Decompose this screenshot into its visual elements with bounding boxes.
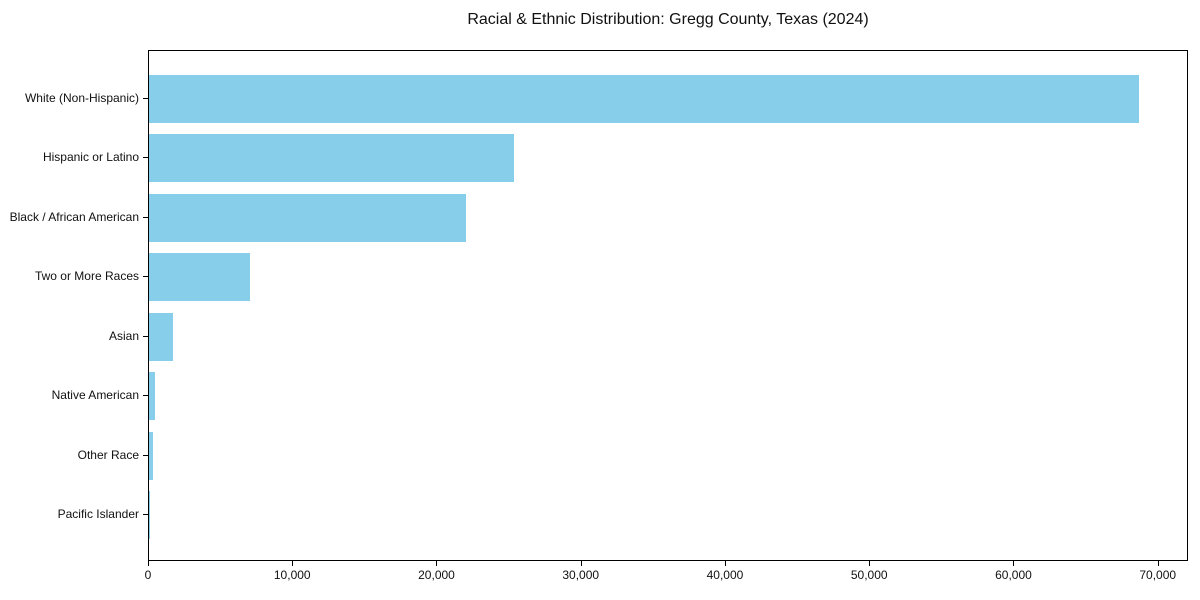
bar-native-american [149, 372, 156, 420]
y-tick-mark-black-african-american [143, 216, 148, 218]
bar-pacific-islander [149, 491, 150, 539]
bar-black-african-american [149, 193, 467, 242]
x-tick-mark-0 [148, 561, 149, 566]
x-tick-label-20-000: 20,000 [418, 568, 455, 582]
x-tick-label-70-000: 70,000 [1139, 568, 1177, 582]
y-tick-label-pacific-islander: Pacific Islander [57, 507, 139, 521]
x-tick-mark-10-000 [292, 561, 294, 566]
x-tick-mark-30-000 [580, 561, 582, 566]
y-tick-label-black-african-american: Black / African American [9, 209, 139, 224]
y-tick-label-native-american: Native American [51, 388, 139, 402]
y-tick-label-two-or-more-races: Two or More Races [34, 269, 139, 283]
x-tick-mark-40-000 [724, 561, 726, 566]
chart-title: Racial & Ethnic Distribution: Gregg Coun… [467, 11, 869, 28]
y-tick-label-hispanic-or-latino: Hispanic or Latino [42, 150, 139, 164]
x-tick-label-30-000: 30,000 [562, 568, 600, 582]
x-tick-mark-60-000 [1013, 561, 1015, 566]
x-tick-label-60-000: 60,000 [995, 568, 1032, 582]
x-tick-mark-70-000 [1157, 561, 1159, 566]
plot-area [148, 50, 1188, 561]
y-tick-label-asian: Asian [108, 328, 139, 343]
y-tick-mark-asian [143, 335, 148, 337]
x-tick-label-10-000: 10,000 [273, 568, 311, 582]
bar-asian [149, 312, 173, 361]
y-tick-mark-native-american [143, 395, 148, 396]
bar-white-non-hispanic [149, 74, 1139, 123]
x-tick-mark-20-000 [436, 561, 438, 566]
y-tick-mark-other-race [143, 454, 148, 456]
y-tick-mark-pacific-islander [143, 514, 148, 515]
bar-other-race [149, 431, 153, 480]
y-tick-mark-white-non-hispanic [143, 97, 148, 99]
y-tick-label-other-race: Other Race [77, 447, 139, 462]
x-tick-label-40-000: 40,000 [706, 568, 744, 582]
y-tick-mark-two-or-more-races [143, 276, 148, 277]
x-tick-label-0: 0 [144, 568, 152, 582]
bar-two-or-more-races [149, 253, 250, 301]
bar-hispanic-or-latino [149, 134, 514, 182]
x-tick-mark-50-000 [869, 561, 871, 566]
x-tick-label-50-000: 50,000 [850, 568, 888, 582]
y-tick-mark-hispanic-or-latino [143, 157, 148, 158]
y-tick-label-white-non-hispanic: White (Non-Hispanic) [24, 90, 139, 105]
